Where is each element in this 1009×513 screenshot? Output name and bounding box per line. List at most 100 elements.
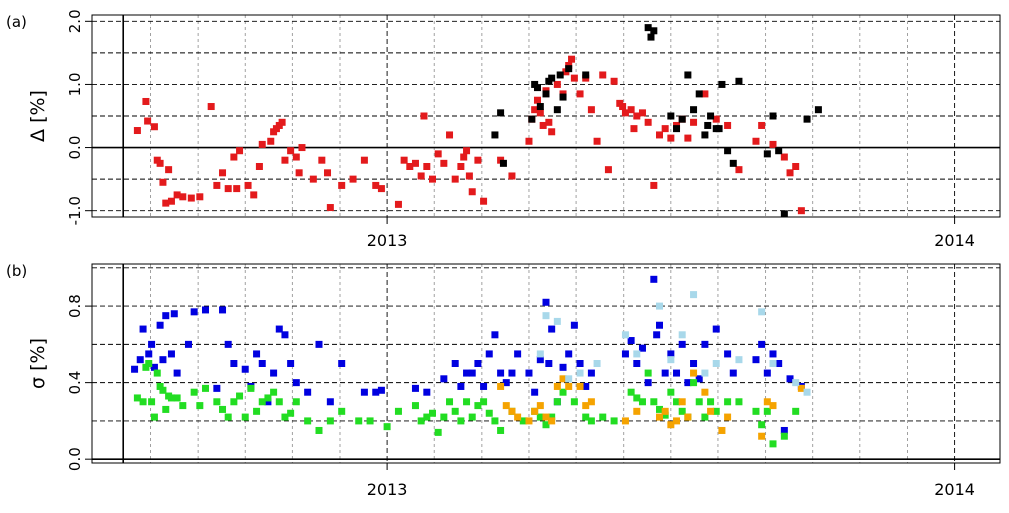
data-point [678,398,686,406]
data-point [644,24,652,32]
data-point [701,131,709,139]
data-point [599,413,607,421]
data-point [619,103,627,111]
data-point [287,360,295,367]
data-point [536,413,544,421]
data-point [644,369,652,377]
data-point [536,350,544,358]
data-point [536,103,544,111]
data-point [684,71,692,79]
data-point [701,369,709,377]
y-tick-label: 1.0 [66,73,84,97]
data-point [247,384,255,392]
data-point [451,407,459,415]
data-point [758,121,766,129]
data-point [780,210,788,218]
data-point [474,156,482,164]
data-point [735,166,743,174]
data-point [179,402,187,410]
data-point [542,298,550,306]
data-point [244,181,252,189]
data-point [758,421,766,429]
data-point [656,405,663,413]
data-point [519,417,527,425]
data-point [440,375,448,383]
data-point [627,388,635,396]
data-point [275,398,283,406]
data-point [366,417,374,425]
data-point [224,340,232,348]
data-point [497,109,505,117]
data-point [184,340,192,348]
data-point [190,308,198,316]
data-point [724,147,732,155]
data-point [480,398,488,406]
data-point [599,71,607,79]
data-point [502,379,510,387]
data-point [539,121,547,129]
data-point [587,417,595,425]
y-tick-label: -1.0 [66,196,84,225]
data-point [236,147,244,155]
data-point [136,356,144,364]
data-point [360,388,368,396]
y-tick-label: 0.0 [66,447,84,471]
data-point [255,163,263,170]
data-point [678,115,686,123]
data-point [559,375,567,383]
data-point [690,369,698,377]
data-point [219,405,227,413]
panel-label: (a) [6,13,27,31]
data-point [429,175,436,183]
data-point [230,398,238,406]
data-point [349,175,357,183]
panel-label: (b) [6,262,27,280]
data-point [604,166,612,174]
data-point [400,156,408,164]
data-point [695,375,703,383]
data-point [315,340,323,348]
data-point [729,159,737,167]
data-point [167,197,175,205]
data-point [650,181,658,189]
data-point [667,134,675,142]
data-point [173,191,181,199]
data-point [159,386,167,394]
data-point [179,193,187,201]
data-point [423,413,431,421]
data-point [667,350,675,358]
data-point [536,402,544,410]
data-point [497,426,505,434]
data-point [724,350,732,358]
data-point [582,413,590,421]
data-point [673,398,681,406]
data-point [394,200,402,208]
data-point [565,382,573,390]
data-point [485,409,493,417]
data-point [656,302,663,310]
data-point [718,426,726,434]
data-point [633,394,641,402]
data-point [621,331,629,339]
data-point [377,185,385,193]
data-point [627,106,635,114]
data-point [474,360,482,367]
data-point [587,106,595,114]
data-point [661,411,669,419]
data-point [707,398,715,406]
data-point [536,109,544,117]
data-point [803,115,811,123]
data-point [451,360,459,367]
data-point [553,398,561,406]
data-point [650,275,658,283]
x-tick-label: 2013 [367,231,408,250]
y-axis-label: Δ [%] [27,90,49,142]
data-point [468,188,476,196]
data-point [468,413,476,421]
data-point [502,402,510,410]
data-point [233,185,241,193]
data-point [536,356,544,364]
data-point [202,384,209,392]
data-point [684,134,692,142]
data-point [735,77,743,85]
